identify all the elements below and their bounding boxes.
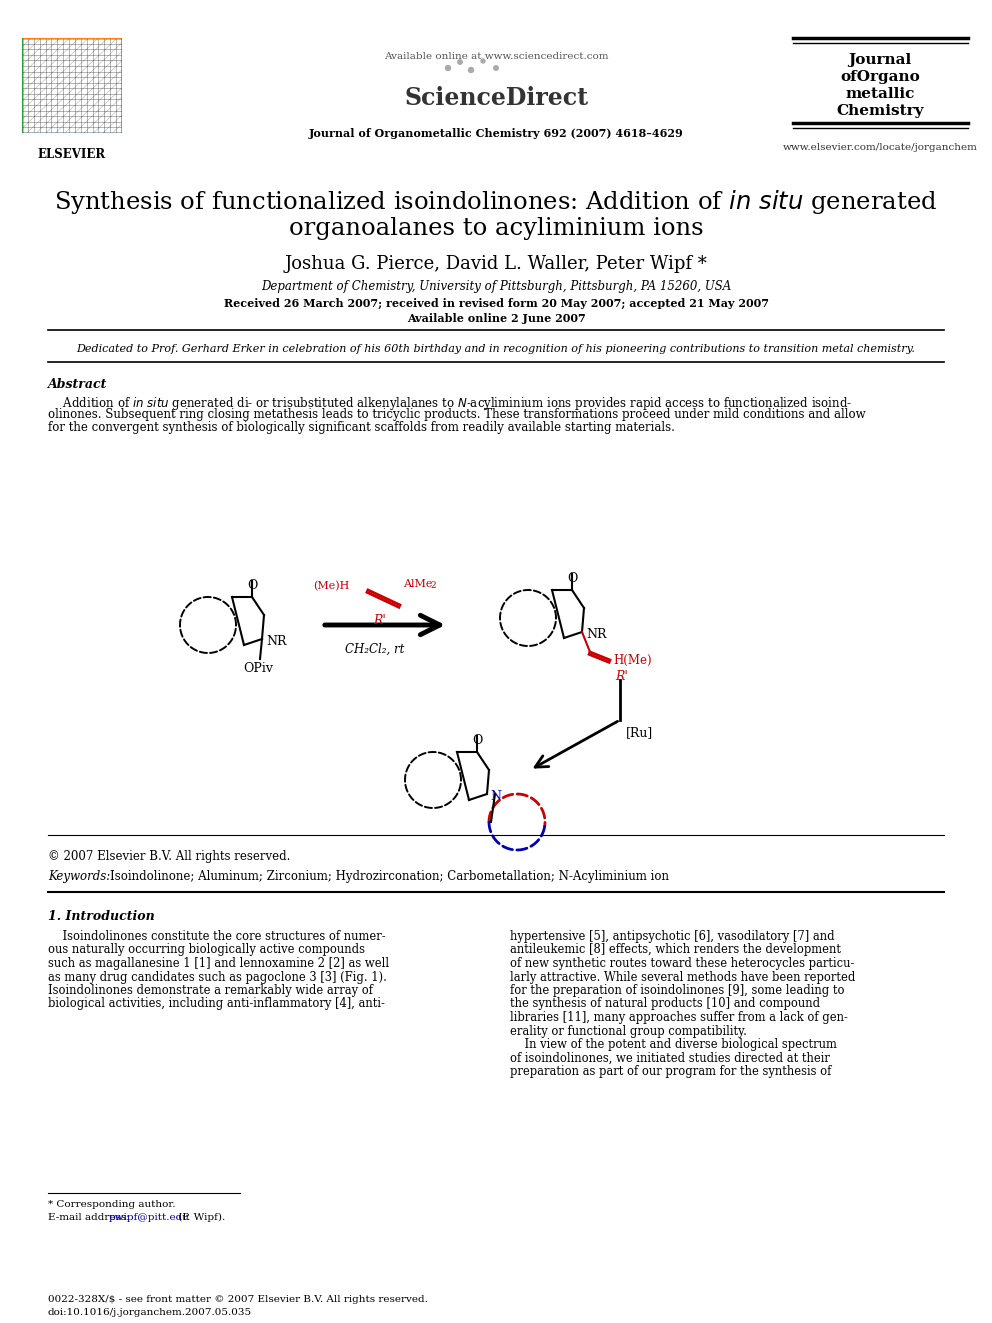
Text: www.elsevier.com/locate/jorganchem: www.elsevier.com/locate/jorganchem — [783, 143, 977, 152]
Text: R': R' — [615, 669, 628, 683]
Text: the synthesis of natural products [10] and compound: the synthesis of natural products [10] a… — [510, 998, 820, 1011]
Text: Department of Chemistry, University of Pittsburgh, Pittsburgh, PA 15260, USA: Department of Chemistry, University of P… — [261, 280, 731, 292]
Text: Isoindolinones constitute the core structures of numer-: Isoindolinones constitute the core struc… — [48, 930, 386, 943]
Text: O: O — [566, 572, 577, 585]
Text: 1. Introduction: 1. Introduction — [48, 910, 155, 923]
Text: NR: NR — [266, 635, 287, 648]
Text: Isoindolinone; Aluminum; Zirconium; Hydrozirconation; Carbometallation; N-Acylim: Isoindolinone; Aluminum; Zirconium; Hydr… — [110, 871, 669, 882]
Text: of isoindolinones, we initiated studies directed at their: of isoindolinones, we initiated studies … — [510, 1052, 830, 1065]
Text: Chemistry: Chemistry — [836, 105, 924, 118]
Text: doi:10.1016/j.jorganchem.2007.05.035: doi:10.1016/j.jorganchem.2007.05.035 — [48, 1308, 252, 1316]
Text: such as magallanesine 1 [1] and lennoxamine 2 [2] as well: such as magallanesine 1 [1] and lennoxam… — [48, 957, 389, 970]
Text: Journal of Organometallic Chemistry 692 (2007) 4618–4629: Journal of Organometallic Chemistry 692 … — [309, 128, 683, 139]
Text: as many drug candidates such as pagoclone 3 [3] (Fig. 1).: as many drug candidates such as pagoclon… — [48, 971, 387, 983]
Text: (Me)H: (Me)H — [313, 581, 350, 591]
Circle shape — [457, 60, 462, 65]
Text: Keywords:: Keywords: — [48, 871, 114, 882]
Circle shape — [445, 66, 450, 70]
Text: CH₂Cl₂, rt: CH₂Cl₂, rt — [345, 643, 405, 656]
Text: AlMe: AlMe — [403, 579, 433, 589]
Text: for the convergent synthesis of biologically significant scaffolds from readily : for the convergent synthesis of biologic… — [48, 421, 675, 434]
Text: organoalanes to acyliminium ions: organoalanes to acyliminium ions — [289, 217, 703, 239]
Text: for the preparation of isoindolinones [9], some leading to: for the preparation of isoindolinones [9… — [510, 984, 844, 998]
Text: E-mail address:: E-mail address: — [48, 1213, 133, 1222]
Text: © 2007 Elsevier B.V. All rights reserved.: © 2007 Elsevier B.V. All rights reserved… — [48, 849, 291, 863]
Text: biological activities, including anti-inflammatory [4], anti-: biological activities, including anti-in… — [48, 998, 385, 1011]
Text: NR: NR — [586, 628, 606, 642]
Text: R': R' — [374, 614, 386, 627]
Text: Dedicated to Prof. Gerhard Erker in celebration of his 60th birthday and in reco: Dedicated to Prof. Gerhard Erker in cele… — [76, 344, 916, 355]
Text: 2: 2 — [430, 581, 435, 590]
Text: In view of the potent and diverse biological spectrum: In view of the potent and diverse biolog… — [510, 1039, 837, 1050]
Text: O: O — [472, 734, 482, 747]
Text: Available online at www.sciencedirect.com: Available online at www.sciencedirect.co… — [384, 52, 608, 61]
Text: libraries [11], many approaches suffer from a lack of gen-: libraries [11], many approaches suffer f… — [510, 1011, 848, 1024]
Text: Synthesis of functionalized isoindolinones: Addition of $\it{in\ situ}$ generate: Synthesis of functionalized isoindolinon… — [55, 188, 937, 216]
Text: hypertensive [5], antipsychotic [6], vasodilatory [7] and: hypertensive [5], antipsychotic [6], vas… — [510, 930, 834, 943]
Text: H(Me): H(Me) — [613, 654, 652, 667]
Text: ofOrgano: ofOrgano — [840, 70, 920, 83]
Text: olinones. Subsequent ring closing metathesis leads to tricyclic products. These : olinones. Subsequent ring closing metath… — [48, 407, 866, 421]
Text: N: N — [490, 790, 501, 803]
Text: ScienceDirect: ScienceDirect — [404, 86, 588, 110]
Text: OPiv: OPiv — [243, 662, 273, 675]
Text: * Corresponding author.: * Corresponding author. — [48, 1200, 176, 1209]
Text: Abstract: Abstract — [48, 378, 107, 392]
Text: ous naturally occurring biologically active compounds: ous naturally occurring biologically act… — [48, 943, 365, 957]
Text: pwipf@pitt.edu: pwipf@pitt.edu — [109, 1213, 189, 1222]
Text: 0022-328X/$ - see front matter © 2007 Elsevier B.V. All rights reserved.: 0022-328X/$ - see front matter © 2007 El… — [48, 1295, 428, 1304]
Text: O: O — [247, 579, 257, 591]
Text: preparation as part of our program for the synthesis of: preparation as part of our program for t… — [510, 1065, 831, 1078]
Text: ELSEVIER: ELSEVIER — [38, 148, 106, 161]
Text: erality or functional group compatibility.: erality or functional group compatibilit… — [510, 1024, 747, 1037]
Text: [Ru]: [Ru] — [626, 726, 654, 740]
Text: Addition of $\it{in\ situ}$ generated di- or trisubstituted alkenylalanes to $\i: Addition of $\it{in\ situ}$ generated di… — [48, 396, 852, 411]
Text: Joshua G. Pierce, David L. Waller, Peter Wipf *: Joshua G. Pierce, David L. Waller, Peter… — [285, 255, 707, 273]
Circle shape — [494, 66, 498, 70]
Text: Journal: Journal — [848, 53, 912, 67]
Circle shape — [481, 60, 485, 64]
Text: metallic: metallic — [845, 87, 915, 101]
Circle shape — [468, 67, 473, 73]
Text: antileukemic [8] effects, which renders the development: antileukemic [8] effects, which renders … — [510, 943, 841, 957]
Text: Available online 2 June 2007: Available online 2 June 2007 — [407, 314, 585, 324]
Text: of new synthetic routes toward these heterocycles particu-: of new synthetic routes toward these het… — [510, 957, 854, 970]
Text: (P. Wipf).: (P. Wipf). — [175, 1213, 225, 1222]
Text: larly attractive. While several methods have been reported: larly attractive. While several methods … — [510, 971, 855, 983]
Text: Received 26 March 2007; received in revised form 20 May 2007; accepted 21 May 20: Received 26 March 2007; received in revi… — [223, 298, 769, 310]
Text: Isoindolinones demonstrate a remarkably wide array of: Isoindolinones demonstrate a remarkably … — [48, 984, 373, 998]
